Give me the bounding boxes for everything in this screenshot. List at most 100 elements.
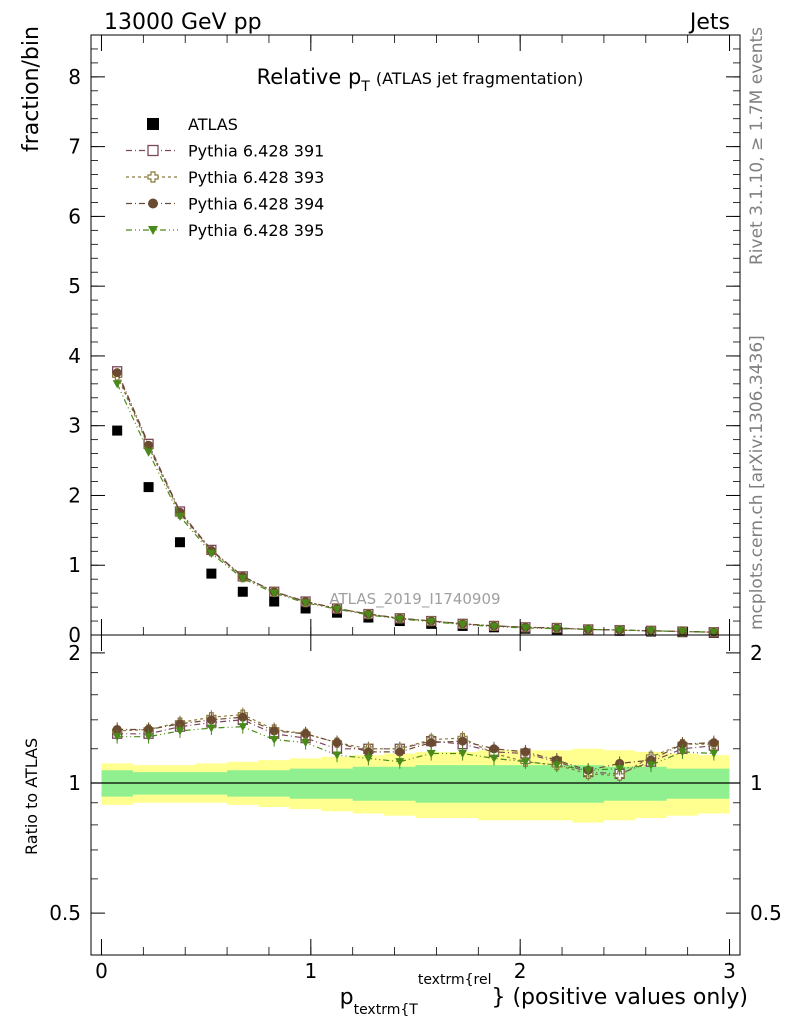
marker-triangle — [646, 627, 656, 636]
ratio-ytick-label-right: 0.5 — [750, 901, 782, 925]
marker-circle — [332, 738, 342, 748]
marker-square — [174, 537, 185, 548]
main-ytick-label: 2 — [68, 483, 81, 507]
ratio-ytick-label: 1 — [68, 771, 81, 795]
main-y-label: fraction/bin — [19, 26, 44, 152]
main-ytick-label: 5 — [68, 274, 81, 298]
marker-triangle — [677, 627, 687, 637]
uncertainty-band-inner — [101, 765, 730, 803]
marker-triangle — [520, 758, 530, 767]
marker-square — [147, 118, 159, 130]
marker-triangle — [395, 615, 405, 624]
marker-triangle — [148, 226, 158, 235]
marker-square — [237, 586, 248, 597]
marker-square — [206, 568, 217, 579]
main-ytick-label: 4 — [68, 344, 81, 368]
marker-open-square — [147, 144, 159, 157]
marker-triangle — [363, 754, 373, 763]
marker-triangle — [206, 549, 216, 558]
marker-triangle — [175, 727, 185, 736]
marker-triangle — [363, 611, 373, 620]
main-ytick-label: 6 — [68, 204, 81, 228]
marker-circle — [112, 724, 122, 734]
marker-triangle — [552, 625, 562, 634]
xtick-label: 3 — [723, 959, 736, 983]
chart-watermark: ATLAS_2019_I1740909 — [329, 590, 500, 609]
marker-triangle — [112, 733, 122, 742]
marker-triangle — [677, 748, 687, 757]
marker-triangle — [458, 620, 468, 630]
marker-circle — [301, 729, 311, 739]
marker-triangle — [332, 751, 342, 760]
marker-square — [269, 596, 280, 607]
marker-triangle — [615, 626, 625, 635]
marker-triangle — [301, 739, 311, 748]
marker-square — [112, 425, 123, 436]
marker-square — [300, 603, 311, 614]
main-ytick-label: 7 — [68, 135, 81, 159]
marker-circle — [395, 747, 405, 757]
main-ytick-label: 0 — [68, 623, 81, 647]
ratio-yticks: 0.5 0.5 1 1 2 2 — [49, 641, 782, 925]
marker-triangle — [269, 736, 279, 745]
ratio-series-line — [117, 716, 714, 771]
marker-open-cross — [614, 770, 625, 781]
ratio-panel: 0.5 0.5 1 1 2 2 0 1 2 3 Ratio to ATLAS ptextrm{T… — [22, 35, 782, 1018]
ratio-bands — [91, 748, 740, 823]
marker-triangle — [144, 733, 154, 742]
main-series-line — [116, 372, 714, 633]
marker-triangle — [269, 589, 279, 598]
marker-circle — [148, 198, 158, 209]
ratio-ytick-label-right: 2 — [750, 641, 763, 665]
ratio-frame — [90, 634, 741, 956]
xticks: 0 1 2 3 — [95, 35, 736, 983]
marker-circle — [520, 747, 530, 757]
marker-triangle — [583, 766, 593, 775]
marker-open-cross — [147, 171, 159, 183]
marker-triangle — [238, 723, 248, 732]
xtick-label: 0 — [95, 959, 108, 983]
marker-circle — [426, 738, 436, 748]
marker-circle — [458, 736, 468, 746]
header-right: Jets — [688, 10, 730, 35]
marker-circle — [144, 724, 154, 734]
ratio-series — [112, 707, 719, 783]
marker-triangle — [332, 605, 342, 614]
marker-triangle — [583, 625, 593, 634]
marker-triangle — [112, 380, 122, 389]
marker-triangle — [426, 618, 436, 627]
ratio-ytick-label-right: 1 — [750, 771, 763, 795]
ratio-ytick-label: 2 — [68, 641, 81, 665]
marker-triangle — [395, 758, 405, 767]
main-ytick-label: 8 — [68, 65, 81, 89]
marker-triangle — [615, 764, 625, 774]
marker-circle — [269, 726, 279, 736]
legend-label: Pythia 6.428 391 — [188, 142, 324, 161]
marker-triangle — [206, 724, 216, 733]
marker-circle — [489, 744, 499, 754]
marker-circle — [709, 738, 719, 748]
marker-circle — [112, 368, 122, 378]
marker-triangle — [489, 623, 499, 632]
rivet-label: Rivet 3.1.10, ≥ 1.7M events — [747, 27, 767, 265]
legend-label: Pythia 6.428 393 — [188, 168, 324, 187]
marker-circle — [144, 440, 154, 450]
marker-triangle — [489, 754, 499, 763]
xtick-label: 1 — [304, 959, 317, 983]
marker-circle — [677, 739, 687, 749]
marker-circle — [238, 712, 248, 722]
legend-label: ATLAS — [188, 115, 238, 134]
marker-triangle — [709, 628, 719, 637]
marker-circle — [206, 715, 216, 725]
main-series-line — [116, 383, 714, 633]
header-left: 13000 GeV pp — [104, 10, 262, 35]
marker-square — [143, 482, 154, 493]
marker-triangle — [520, 624, 530, 633]
legend-label: Pythia 6.428 395 — [188, 221, 324, 240]
marker-triangle — [238, 574, 248, 583]
marker-triangle — [175, 512, 185, 521]
marker-triangle — [301, 599, 311, 608]
ratio-ytick-label: 0.5 — [49, 901, 81, 925]
marker-triangle — [646, 761, 656, 770]
